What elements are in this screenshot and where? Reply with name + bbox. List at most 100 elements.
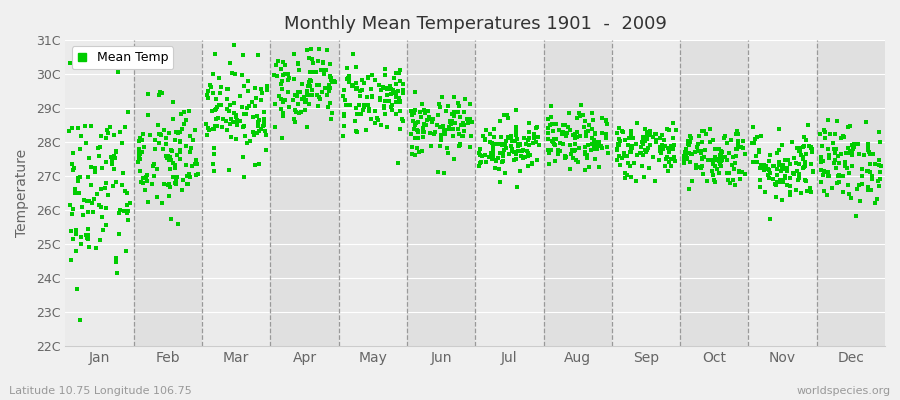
Point bbox=[322, 85, 337, 91]
Point bbox=[759, 162, 773, 169]
Point bbox=[254, 97, 268, 103]
Point bbox=[179, 162, 194, 168]
Point bbox=[472, 162, 486, 169]
Point bbox=[472, 150, 486, 156]
Point bbox=[752, 183, 767, 190]
Point bbox=[222, 102, 237, 108]
Point bbox=[580, 155, 595, 161]
Point bbox=[636, 173, 651, 180]
Point bbox=[657, 143, 671, 149]
Point bbox=[352, 102, 366, 108]
Point bbox=[412, 149, 427, 156]
Point bbox=[453, 114, 467, 120]
Point bbox=[87, 196, 102, 202]
Point bbox=[804, 189, 818, 196]
Point bbox=[200, 92, 214, 98]
Point bbox=[638, 126, 652, 132]
Point bbox=[555, 122, 570, 128]
Point bbox=[461, 120, 475, 126]
Point bbox=[611, 142, 625, 148]
Point bbox=[432, 101, 446, 108]
Point bbox=[491, 166, 506, 172]
Point bbox=[441, 150, 455, 156]
Point bbox=[179, 117, 194, 123]
Point bbox=[663, 142, 678, 149]
Point bbox=[617, 136, 632, 143]
Point bbox=[796, 154, 810, 160]
Point bbox=[620, 160, 634, 166]
Point bbox=[521, 120, 535, 126]
Point bbox=[654, 150, 669, 156]
Point bbox=[323, 116, 338, 122]
Point bbox=[108, 255, 122, 262]
Point bbox=[232, 93, 247, 99]
Point bbox=[247, 132, 261, 138]
Point bbox=[845, 146, 859, 152]
Point bbox=[714, 148, 728, 154]
Point bbox=[838, 163, 852, 170]
Point bbox=[541, 136, 555, 143]
Point bbox=[275, 72, 290, 78]
Point bbox=[516, 154, 530, 161]
Point bbox=[111, 69, 125, 76]
Point bbox=[624, 148, 638, 155]
Point bbox=[346, 82, 360, 88]
Point bbox=[545, 139, 560, 145]
Point bbox=[616, 152, 631, 158]
Point bbox=[323, 60, 338, 67]
Point bbox=[163, 154, 177, 160]
Point bbox=[498, 142, 512, 148]
Point bbox=[236, 124, 250, 131]
Point bbox=[165, 147, 179, 154]
Point bbox=[868, 200, 883, 206]
Point bbox=[817, 135, 832, 141]
Point bbox=[68, 190, 82, 197]
Point bbox=[85, 200, 99, 206]
Point bbox=[559, 154, 573, 160]
Point bbox=[591, 164, 606, 170]
Point bbox=[770, 172, 784, 178]
Bar bbox=[475, 40, 544, 346]
Point bbox=[81, 226, 95, 232]
Point bbox=[320, 92, 335, 98]
Point bbox=[355, 87, 369, 93]
Point bbox=[297, 94, 311, 100]
Point bbox=[865, 176, 879, 182]
Point bbox=[219, 118, 233, 124]
Point bbox=[294, 109, 309, 115]
Point bbox=[590, 141, 605, 148]
Point bbox=[376, 102, 391, 109]
Point bbox=[476, 132, 491, 139]
Point bbox=[318, 85, 332, 91]
Point bbox=[79, 235, 94, 241]
Point bbox=[356, 107, 370, 113]
Point bbox=[372, 81, 386, 88]
Point bbox=[180, 181, 194, 188]
Point bbox=[541, 125, 555, 132]
Point bbox=[731, 131, 745, 138]
Point bbox=[487, 134, 501, 140]
Point bbox=[757, 162, 771, 169]
Point bbox=[488, 165, 502, 172]
Point bbox=[212, 75, 227, 82]
Point bbox=[842, 150, 856, 156]
Point bbox=[566, 155, 580, 161]
Point bbox=[94, 186, 108, 193]
Point bbox=[661, 126, 675, 132]
Point bbox=[291, 89, 305, 95]
Bar bbox=[134, 40, 202, 346]
Point bbox=[120, 190, 134, 196]
Point bbox=[456, 133, 471, 139]
Point bbox=[866, 151, 880, 157]
Point bbox=[181, 181, 195, 187]
Point bbox=[464, 101, 478, 107]
Point bbox=[424, 143, 438, 149]
Point bbox=[230, 117, 245, 123]
Point bbox=[598, 133, 613, 140]
Point bbox=[472, 152, 487, 158]
Point bbox=[73, 146, 87, 152]
Point bbox=[164, 216, 178, 222]
Point bbox=[275, 135, 290, 142]
Point bbox=[619, 172, 634, 178]
Point bbox=[106, 132, 121, 138]
